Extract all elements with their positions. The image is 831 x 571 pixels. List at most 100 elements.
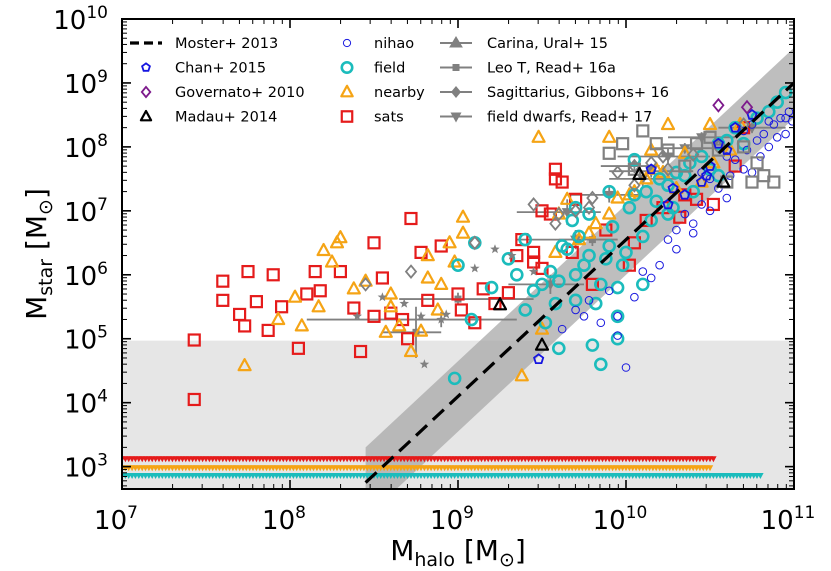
x-tick-label: 107 — [94, 503, 138, 536]
data-point — [237, 358, 252, 372]
data-point — [582, 248, 596, 263]
legend-entry: Sagittarius, Gibbons+ 16 — [451, 85, 669, 101]
data-point — [416, 311, 426, 321]
legend-marker — [340, 110, 354, 123]
data-point — [552, 206, 565, 222]
legend-marker — [340, 60, 354, 75]
data-point — [434, 239, 448, 253]
upper-limits-sats — [122, 456, 717, 463]
data-point — [359, 276, 372, 292]
y-tick-exp: 10 — [86, 3, 108, 23]
data-point — [627, 152, 642, 167]
legend-marker — [140, 85, 152, 99]
data-point — [745, 175, 759, 189]
y-tick-exp: 7 — [97, 195, 108, 215]
data-point — [602, 206, 617, 220]
x-tick-base: 10 — [94, 506, 127, 536]
data-point — [673, 210, 687, 224]
upper-limit-marker — [757, 473, 764, 479]
series-nihao — [557, 107, 794, 372]
upper-limit-marker — [706, 465, 714, 472]
y-axis-title: Mstar [M⊙] — [20, 188, 57, 320]
upper-limits-nearby — [122, 465, 714, 472]
y-tick-base: 10 — [64, 134, 97, 164]
y-tick-exp: 8 — [97, 131, 108, 151]
data-point — [441, 309, 451, 319]
data-point — [324, 254, 340, 268]
y-tick-base: 10 — [53, 6, 86, 36]
data-point — [677, 168, 692, 183]
legend-entry: field dwarfs, Read+ 17 — [450, 110, 652, 126]
error-point-marker — [588, 236, 596, 244]
y-tick-label: 107 — [64, 195, 108, 228]
data-point — [605, 220, 620, 234]
x-axis-title-unit: [M — [455, 534, 499, 567]
data-point — [548, 172, 563, 186]
x-tick-exp: 9 — [463, 503, 474, 523]
data-point — [585, 338, 600, 352]
data-point — [602, 129, 617, 143]
data-point — [442, 235, 457, 249]
data-point — [639, 213, 653, 228]
legend-label: Governato+ 2010 — [175, 85, 305, 101]
legend-label: Chan+ 2015 — [175, 61, 266, 77]
data-point — [632, 166, 647, 180]
data-point — [750, 156, 764, 170]
data-point — [507, 250, 517, 260]
data-point — [271, 311, 286, 326]
data-point — [621, 363, 631, 372]
legend-entry: Carina, Ural+ 15 — [449, 36, 608, 52]
legend-marker — [139, 109, 153, 122]
data-point — [611, 165, 624, 180]
data-point — [451, 287, 465, 301]
data-point — [291, 341, 305, 355]
data-point — [383, 299, 398, 313]
data-point — [333, 264, 347, 279]
data-point — [377, 292, 388, 302]
data-point — [661, 178, 675, 193]
data-point — [392, 318, 407, 332]
data-point — [470, 263, 480, 273]
y-tick-base: 10 — [64, 198, 97, 228]
data-point — [722, 193, 732, 203]
x-tick-base: 10 — [430, 506, 463, 536]
data-point — [216, 293, 230, 307]
data-point — [476, 282, 490, 296]
data-point — [535, 204, 549, 218]
x-axis-title-close: ] — [515, 534, 526, 567]
data-point — [688, 219, 698, 228]
data-point — [238, 319, 252, 333]
data-point — [399, 298, 409, 308]
y-axis-title-unit: [M — [20, 215, 53, 259]
data-point — [509, 267, 524, 282]
legend: Moster+ 2013 Chan+ 2015 Governato+ 2010 Mad… — [130, 36, 669, 126]
data-point — [579, 312, 589, 321]
legend-entry: Leo T, Read+ 16a — [452, 61, 616, 77]
data-point — [604, 286, 614, 296]
data-point — [752, 136, 762, 145]
y-tick-label: 104 — [64, 387, 108, 420]
data-point — [622, 258, 636, 272]
data-point — [610, 190, 625, 204]
data-point — [403, 343, 419, 358]
upper-limits-field — [122, 473, 764, 479]
data-point — [300, 287, 314, 301]
data-point — [619, 245, 633, 260]
data-point — [627, 188, 642, 202]
data-point — [261, 323, 275, 338]
data-point — [701, 169, 713, 181]
data-point — [526, 283, 541, 298]
y-axis-title-main: M — [20, 296, 53, 320]
data-point — [308, 264, 322, 279]
data-point — [602, 239, 617, 253]
data-point — [663, 235, 673, 244]
y-tick-label: 105 — [64, 323, 108, 356]
data-point — [582, 207, 596, 221]
y-tick-label: 1010 — [53, 3, 108, 36]
data-point — [646, 273, 656, 283]
legend-entry: sats — [340, 110, 404, 126]
x-tick-exp: 7 — [127, 503, 138, 523]
data-point — [729, 121, 741, 133]
x-axis-title: Mhalo [M⊙] — [390, 534, 526, 571]
data-point — [571, 232, 587, 246]
